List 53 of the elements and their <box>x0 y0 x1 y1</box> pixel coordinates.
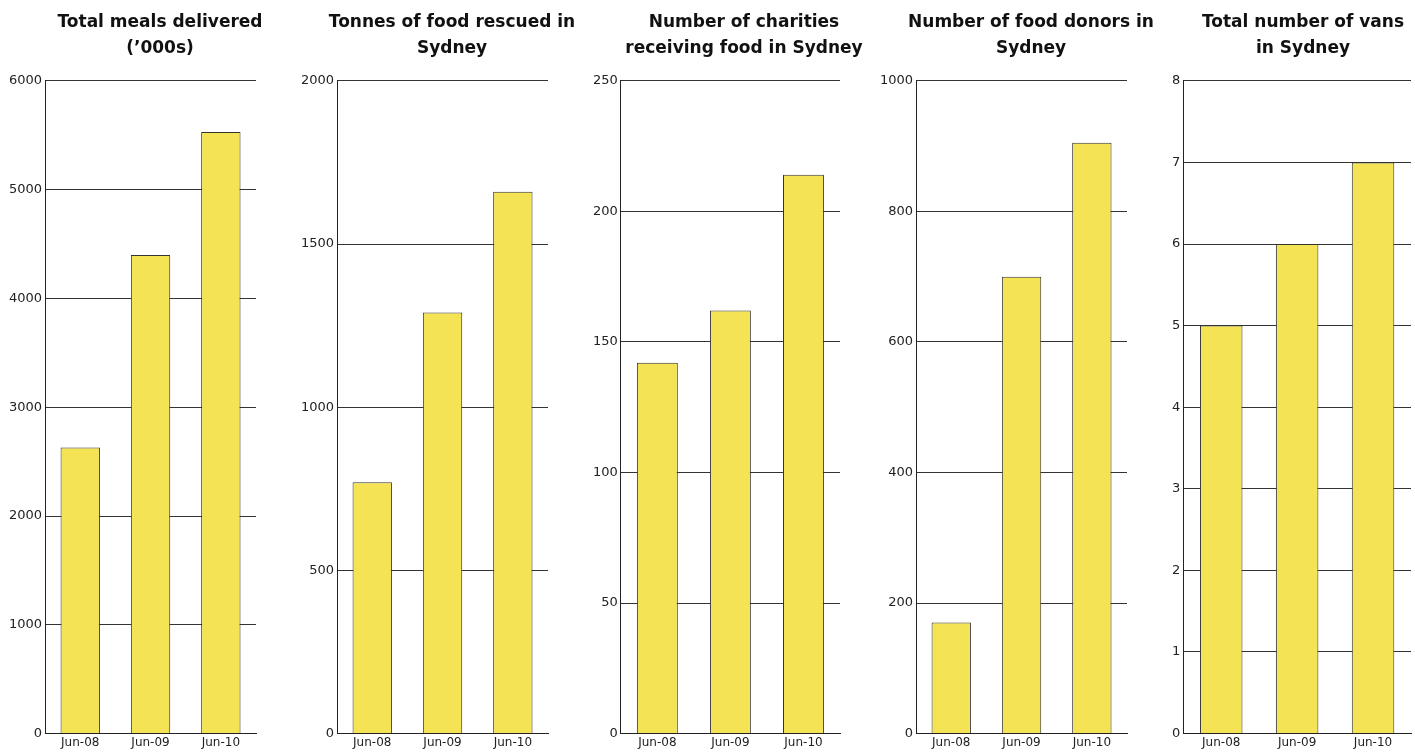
y-tick-label: 4000 <box>8 289 43 305</box>
chart-title: Tonnes of food rescued in Sydney <box>327 10 577 59</box>
y-tick-label: 5000 <box>8 180 43 196</box>
y-tick-label: 0 <box>325 724 335 740</box>
y-tick-label: 600 <box>888 333 914 349</box>
x-tick-label: Jun-09 <box>422 734 462 749</box>
x-tick-label: Jun-09 <box>130 734 170 749</box>
y-tick-label: 0 <box>904 724 914 740</box>
y-tick-label: 4 <box>1171 398 1181 414</box>
x-tick-label: Jun-09 <box>1001 734 1041 749</box>
y-tick-label: 50 <box>601 594 618 610</box>
x-tick-label: Jun-10 <box>1071 734 1112 749</box>
y-tick-label: 150 <box>592 333 618 349</box>
x-tick-label: Jun-08 <box>60 734 100 749</box>
chart-title: Number of charities receiving food in Sydney <box>624 10 864 59</box>
y-tick-label: 0 <box>609 724 618 740</box>
x-tick-label: Jun-10 <box>492 734 533 749</box>
y-tick-label: 250 <box>592 72 618 88</box>
y-tick-label: 400 <box>888 463 914 479</box>
y-tick-label: 2 <box>1171 561 1181 577</box>
y-tick-label: 200 <box>592 202 618 218</box>
y-tick-label: 7 <box>1171 153 1181 169</box>
y-tick-label: 3 <box>1171 480 1181 496</box>
y-tick-label: 0 <box>33 724 43 740</box>
y-tick-label: 800 <box>888 202 914 218</box>
y-tick-label: 6000 <box>8 72 43 88</box>
y-tick-label: 6 <box>1171 235 1181 251</box>
chart-title: Total meals delivered (’000s) <box>56 10 264 59</box>
x-tick-label: Jun-08 <box>931 734 971 749</box>
y-tick-label: 1000 <box>300 398 335 414</box>
x-tick-label: Jun-10 <box>783 734 823 749</box>
y-tick-label: 1500 <box>300 235 335 251</box>
x-tick-label: Jun-09 <box>710 734 750 749</box>
chart-title: Total number of vans in Sydney <box>1200 10 1406 59</box>
y-tick-label: 1000 <box>879 72 914 88</box>
x-tick-label: Jun-10 <box>200 734 241 749</box>
y-tick-label: 1000 <box>8 616 43 632</box>
y-tick-label: 2000 <box>8 507 43 523</box>
y-tick-label: 2000 <box>300 72 335 88</box>
y-tick-label: 1 <box>1171 643 1181 659</box>
y-tick-label: 100 <box>592 463 618 479</box>
x-tick-label: Jun-08 <box>352 734 392 749</box>
y-tick-label: 3000 <box>8 398 43 414</box>
y-tick-label: 500 <box>309 561 335 577</box>
y-tick-label: 5 <box>1171 316 1181 332</box>
chart-title: Number of food donors in Sydney <box>907 10 1155 59</box>
y-tick-label: 0 <box>1171 724 1181 740</box>
x-tick-label: Jun-08 <box>637 734 677 749</box>
x-tick-label: Jun-09 <box>1276 734 1317 749</box>
x-tick-label: Jun-08 <box>1201 734 1241 749</box>
x-tick-label: Jun-10 <box>1352 734 1393 749</box>
y-tick-label: 8 <box>1171 72 1181 88</box>
y-tick-label: 200 <box>888 594 914 610</box>
